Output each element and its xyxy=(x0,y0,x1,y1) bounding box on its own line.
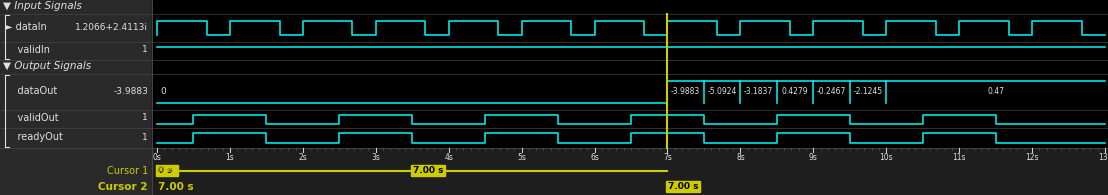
Bar xyxy=(152,0,1108,163)
Text: ▼ Input Signals: ▼ Input Signals xyxy=(3,1,82,11)
Text: 0.47: 0.47 xyxy=(987,88,1004,97)
Bar xyxy=(156,165,178,176)
Text: 8s: 8s xyxy=(736,153,745,162)
Text: 1: 1 xyxy=(142,113,148,122)
Text: 0s: 0s xyxy=(153,153,162,162)
Text: 3s: 3s xyxy=(371,153,380,162)
Text: -2.1245: -2.1245 xyxy=(853,88,883,97)
Text: 1s: 1s xyxy=(226,153,234,162)
Text: 5s: 5s xyxy=(517,153,526,162)
Text: Cursor 2: Cursor 2 xyxy=(99,182,148,191)
Text: 0: 0 xyxy=(160,88,166,97)
Text: 0 s: 0 s xyxy=(158,166,173,176)
Bar xyxy=(0,148,1108,195)
Text: 11s: 11s xyxy=(953,153,966,162)
Text: 7.00 s: 7.00 s xyxy=(158,182,194,191)
Text: ▼ Output Signals: ▼ Output Signals xyxy=(3,61,91,71)
Text: ► dataIn: ► dataIn xyxy=(6,22,47,32)
Text: validIn: validIn xyxy=(6,45,50,55)
Text: Cursor 1: Cursor 1 xyxy=(106,166,148,176)
Text: 2s: 2s xyxy=(298,153,307,162)
Text: 10s: 10s xyxy=(880,153,893,162)
Bar xyxy=(0,0,152,195)
Text: dataOut: dataOut xyxy=(6,86,58,96)
Text: -3.1837: -3.1837 xyxy=(743,88,773,97)
Text: -5.0924: -5.0924 xyxy=(708,88,737,97)
Text: validOut: validOut xyxy=(6,113,59,123)
Text: 1.2066+2.4113i: 1.2066+2.4113i xyxy=(75,22,148,32)
Text: 7.00 s: 7.00 s xyxy=(668,182,699,191)
Bar xyxy=(666,181,700,192)
Bar xyxy=(411,165,445,176)
Text: 7.00 s: 7.00 s xyxy=(413,166,443,175)
Text: 13s: 13s xyxy=(1098,153,1108,162)
Text: 6s: 6s xyxy=(591,153,599,162)
Text: 0.4279: 0.4279 xyxy=(782,88,809,97)
Text: -0.2467: -0.2467 xyxy=(817,88,847,97)
Text: 1: 1 xyxy=(142,132,148,142)
Text: 1: 1 xyxy=(142,45,148,54)
Text: readyOut: readyOut xyxy=(6,132,63,142)
Text: -3.9883: -3.9883 xyxy=(113,87,148,96)
Text: 12s: 12s xyxy=(1025,153,1039,162)
Text: -3.9883: -3.9883 xyxy=(671,88,700,97)
Text: 4s: 4s xyxy=(444,153,453,162)
Bar xyxy=(0,148,152,195)
Text: 9s: 9s xyxy=(809,153,818,162)
Text: 7s: 7s xyxy=(663,153,671,162)
Text: 0 s: 0 s xyxy=(158,166,173,175)
